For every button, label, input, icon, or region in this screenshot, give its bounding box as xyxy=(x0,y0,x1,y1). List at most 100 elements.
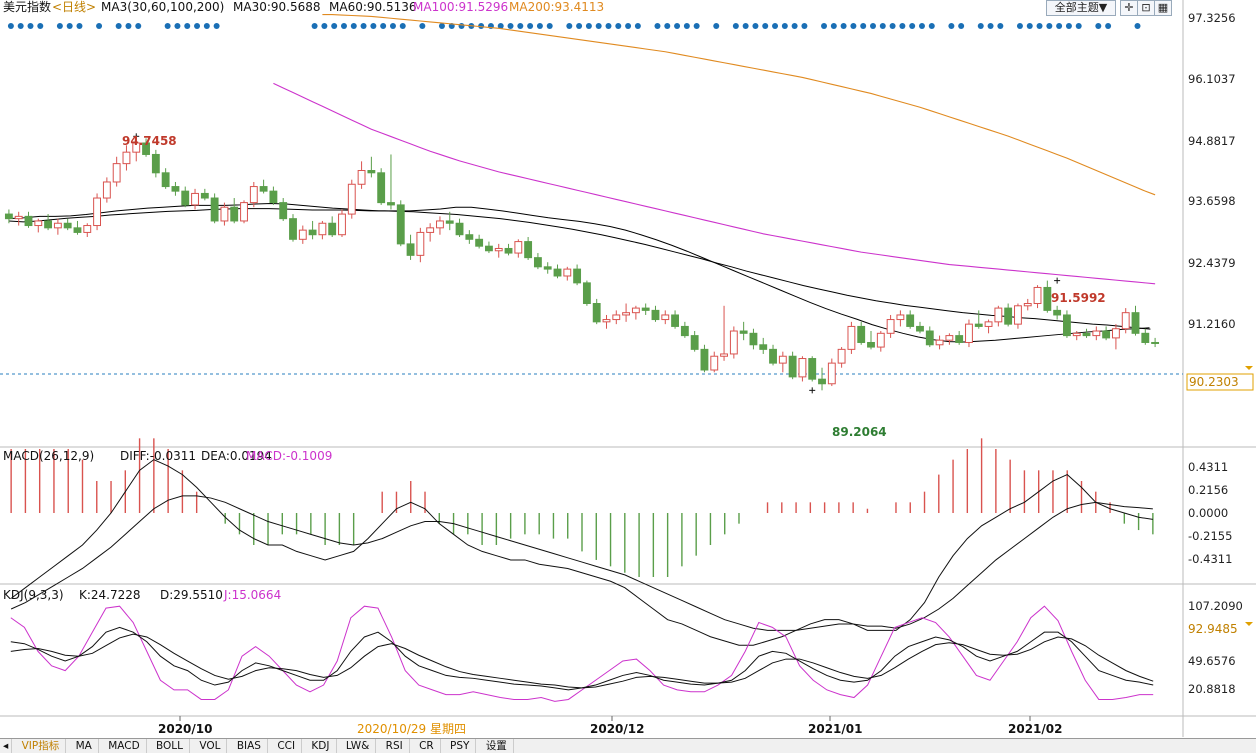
ma-settings-label[interactable]: MA3(30,60,100,200) xyxy=(101,0,224,14)
settings-icon[interactable]: ▦ xyxy=(1154,0,1172,16)
grid xyxy=(0,0,1256,737)
candle-body xyxy=(798,358,807,378)
tab-lw[interactable]: LW& xyxy=(340,739,377,753)
macd-diff-line xyxy=(10,459,1153,646)
tab-rsi[interactable]: RSI xyxy=(380,739,410,753)
signal-dot xyxy=(752,23,759,29)
candle-body xyxy=(906,314,915,327)
signal-dot xyxy=(321,23,328,29)
candle-body xyxy=(1004,307,1013,325)
tab-vol[interactable]: VOL xyxy=(193,739,228,753)
candle-body xyxy=(945,335,954,341)
tab-bias[interactable]: BIAS xyxy=(231,739,268,753)
candle-body xyxy=(700,348,709,371)
signal-dot xyxy=(928,23,935,29)
macd-panel xyxy=(10,438,1154,646)
signal-dot xyxy=(576,23,583,29)
signal-dot xyxy=(213,23,220,29)
signal-dot xyxy=(66,23,73,29)
candle-body xyxy=(455,222,464,236)
signal-dot xyxy=(17,23,24,29)
signal-dot xyxy=(664,23,671,29)
kdj-j-line xyxy=(10,605,1154,702)
candle-body xyxy=(896,314,905,321)
candle-body xyxy=(886,319,895,334)
signal-dot xyxy=(1036,23,1043,29)
price-marker-icon xyxy=(1245,366,1253,370)
candle-body xyxy=(308,229,317,236)
signal-dot xyxy=(478,23,485,29)
tab-boll[interactable]: BOLL xyxy=(150,739,190,753)
tab-macd[interactable]: MACD xyxy=(102,739,147,753)
signal-dot xyxy=(350,23,357,29)
signal-dot xyxy=(625,23,632,29)
signal-dot xyxy=(1046,23,1053,29)
candle-body xyxy=(485,245,493,252)
recent-high-annotation: 91.5992 xyxy=(1051,291,1106,305)
indicator-tabs: ◂ VIP指标 MA MACD BOLL VOL BIAS CCI KDJ LW… xyxy=(0,738,1256,753)
signal-dot xyxy=(527,23,534,29)
candle-body xyxy=(53,222,62,229)
candle-body xyxy=(533,257,542,268)
period-label[interactable]: <日线> xyxy=(52,0,96,14)
candle-body xyxy=(582,282,591,305)
signal-dot xyxy=(595,23,602,29)
signal-dot xyxy=(1105,23,1112,29)
candle-body xyxy=(396,204,405,245)
signal-dot xyxy=(1065,23,1072,29)
signal-dot xyxy=(654,23,661,29)
x-label-dec: 2020/12 xyxy=(590,722,644,736)
candle-body xyxy=(230,206,239,222)
signal-dot xyxy=(125,23,132,29)
candle-body xyxy=(1082,332,1091,337)
candle-body xyxy=(44,220,53,229)
tab-cci[interactable]: CCI xyxy=(271,739,303,753)
candle-body xyxy=(631,307,640,314)
signal-dot xyxy=(987,23,994,29)
signal-dot xyxy=(1016,23,1023,29)
signal-dot xyxy=(899,23,906,29)
candle-body xyxy=(259,186,268,192)
candle-body xyxy=(132,142,141,153)
signal-dot xyxy=(713,23,720,29)
candle-body xyxy=(524,241,533,259)
tab-cr[interactable]: CR xyxy=(413,739,441,753)
tab-psy[interactable]: PSY xyxy=(444,739,477,753)
ma30-label: MA30:90.5688 xyxy=(233,0,321,14)
candle-body xyxy=(955,335,964,343)
tab-ma[interactable]: MA xyxy=(70,739,99,753)
signal-dot xyxy=(438,23,445,29)
candle-body xyxy=(690,335,699,350)
tab-settings[interactable]: 设置 xyxy=(480,739,514,753)
candle-body xyxy=(112,163,121,183)
tab-kdj[interactable]: KDJ xyxy=(305,739,337,753)
tab-vip[interactable]: VIP指标 xyxy=(16,739,67,753)
candle-body xyxy=(24,215,33,227)
signal-dot xyxy=(830,23,837,29)
candle-body xyxy=(318,222,327,236)
kdj-k-line xyxy=(10,626,1154,691)
signal-dot xyxy=(76,23,83,29)
zoom-out-icon[interactable]: ⊡ xyxy=(1137,0,1155,16)
signal-dot xyxy=(203,23,210,29)
macd-title: MACD(26,12,9) xyxy=(3,449,94,463)
ma100-line xyxy=(273,82,1156,285)
theme-dropdown[interactable]: 全部主题▼ xyxy=(1046,0,1116,16)
candle-body xyxy=(102,181,111,199)
tab-arrow-icon[interactable]: ◂ xyxy=(0,739,13,753)
candle-body xyxy=(514,241,523,254)
candle-body xyxy=(739,330,748,334)
signal-dot xyxy=(850,23,857,29)
signal-dot xyxy=(164,23,171,29)
signal-dot xyxy=(732,23,739,29)
price-tick-label: 93.6598 xyxy=(1188,194,1236,208)
x-label-jan: 2021/01 xyxy=(808,722,862,736)
candle-body xyxy=(377,172,386,204)
candle-body xyxy=(504,247,513,254)
signal-dot xyxy=(517,23,524,29)
candle-body xyxy=(818,378,826,385)
zoom-in-icon[interactable]: ✛ xyxy=(1120,0,1138,16)
candle-body xyxy=(93,197,101,227)
signal-dot xyxy=(1075,23,1082,29)
